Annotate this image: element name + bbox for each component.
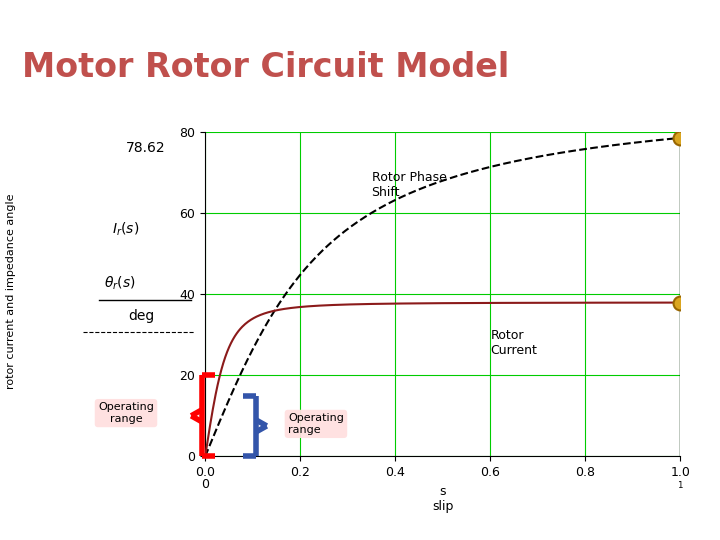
Text: 78.62: 78.62 (126, 141, 166, 156)
Text: Operating
range: Operating range (288, 413, 344, 435)
Text: rotor current and impedance angle: rotor current and impedance angle (6, 194, 16, 389)
Text: Rotor Phase
Shift: Rotor Phase Shift (372, 171, 446, 199)
Text: 0: 0 (201, 478, 210, 491)
Text: $_1$: $_1$ (677, 478, 684, 491)
Text: Lesson 12a_et332b.pptx: Lesson 12a_et332b.pptx (292, 9, 428, 21)
Text: Motor Rotor Circuit Model: Motor Rotor Circuit Model (22, 51, 509, 84)
Text: Operating
range: Operating range (98, 402, 154, 424)
Text: deg: deg (128, 309, 154, 323)
Point (675, 298, 686, 307)
Text: Rotor
Current: Rotor Current (490, 329, 537, 357)
Text: $\theta_r(s)$: $\theta_r(s)$ (104, 275, 136, 292)
Text: 15: 15 (670, 8, 691, 22)
Text: $I_r(s)$: $I_r(s)$ (112, 221, 139, 238)
X-axis label: s
slip: s slip (432, 484, 454, 512)
Point (675, 133, 686, 142)
